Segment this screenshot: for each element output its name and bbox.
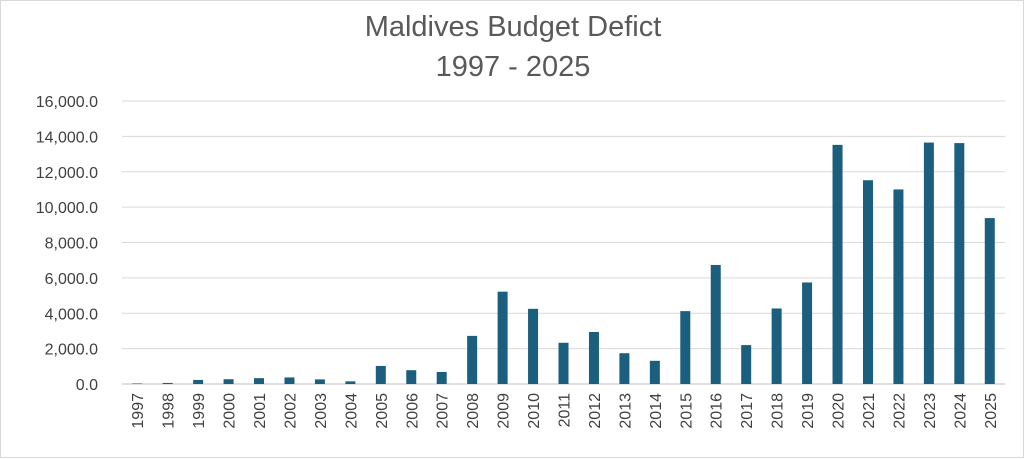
y-tick-label: 6,000.0	[45, 271, 98, 288]
bar-2024	[954, 143, 965, 384]
y-tick-label: 12,000.0	[36, 165, 98, 182]
x-tick-label: 2009	[496, 393, 513, 429]
bar-2004	[345, 381, 356, 384]
bar-2007	[436, 371, 447, 384]
bar-2015	[680, 311, 691, 384]
bar-2010	[528, 308, 539, 384]
x-tick-label: 2012	[587, 393, 604, 429]
x-tick-label: 2025	[983, 393, 1000, 429]
bar-2018	[771, 308, 782, 384]
bar-2003	[314, 379, 325, 384]
x-tick-label: 2008	[465, 393, 482, 429]
chart-title: Maldives Budget Defict	[364, 11, 662, 43]
x-tick-label: 2000	[222, 393, 239, 429]
x-tick-label: 2001	[252, 393, 269, 429]
bar-2022	[893, 189, 904, 384]
bar-2008	[467, 335, 478, 384]
x-tick-label: 2002	[282, 393, 299, 429]
bar-2020	[832, 144, 843, 384]
bar-2019	[802, 282, 813, 384]
bar-1999	[193, 379, 204, 384]
bar-1998	[162, 382, 173, 384]
y-tick-label: 10,000.0	[36, 200, 98, 217]
x-tick-label: 2022	[891, 393, 908, 429]
bar-2009	[497, 291, 508, 384]
bar-2016	[710, 264, 721, 384]
bar-2001	[254, 378, 265, 384]
y-tick-label: 14,000.0	[36, 129, 98, 146]
x-tick-label: 2010	[526, 393, 543, 429]
x-tick-label: 2021	[861, 393, 878, 429]
x-tick-label: 2015	[678, 393, 695, 429]
y-tick-label: 2,000.0	[45, 342, 98, 359]
x-tick-label: 2023	[922, 393, 939, 429]
x-tick-label: 2017	[739, 393, 756, 429]
bar-2017	[741, 345, 752, 384]
x-tick-label: 2014	[648, 393, 665, 429]
bar-1997	[132, 383, 143, 384]
bar-2000	[223, 379, 234, 384]
bar-2006	[406, 370, 417, 384]
bar-2013	[619, 353, 630, 384]
x-tick-label: 2003	[313, 393, 330, 429]
chart-subtitle: 1997 - 2025	[435, 51, 591, 83]
bar-2025	[984, 218, 995, 384]
bar-2021	[862, 180, 873, 384]
x-tick-label: 2005	[374, 393, 391, 429]
bar-2011	[558, 342, 569, 384]
y-tick-label: 0.0	[76, 377, 98, 394]
x-tick-label: 1999	[191, 393, 208, 429]
x-tick-label: 2019	[800, 393, 817, 429]
x-tick-label: 1998	[161, 393, 178, 429]
y-tick-label: 16,000.0	[36, 94, 98, 111]
x-tick-label: 2006	[404, 393, 421, 429]
x-tick-label: 2024	[952, 393, 969, 429]
x-tick-label: 2004	[343, 393, 360, 429]
y-tick-label: 4,000.0	[45, 306, 98, 323]
bar-2002	[284, 377, 295, 384]
x-tick-label: 2016	[709, 393, 726, 429]
x-tick-label: 2018	[770, 393, 787, 429]
bar-2012	[588, 331, 599, 384]
x-tick-label: 2020	[831, 393, 848, 429]
x-tick-label: 2007	[435, 393, 452, 429]
y-tick-label: 8,000.0	[45, 236, 98, 253]
x-tick-label: 2011	[557, 393, 574, 428]
bar-2023	[923, 142, 934, 384]
bar-2014	[649, 360, 660, 384]
bar-2005	[375, 365, 386, 384]
x-tick-label: 2013	[617, 393, 634, 429]
x-tick-label: 1997	[130, 393, 147, 429]
